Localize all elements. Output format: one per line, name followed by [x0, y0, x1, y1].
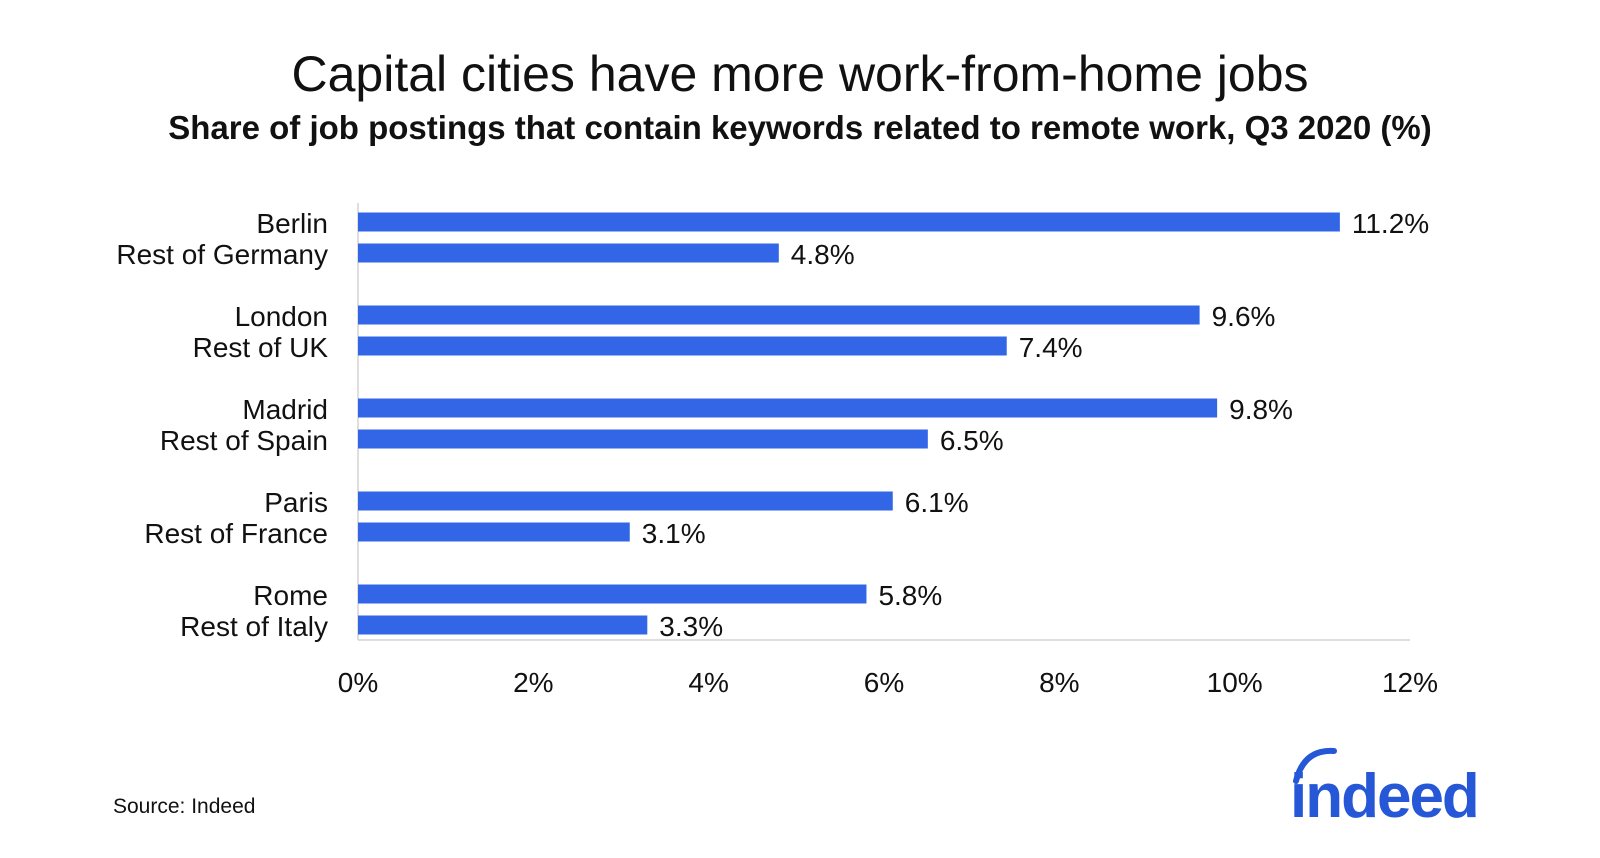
category-label: Rest of France — [144, 518, 328, 549]
x-tick-label: 6% — [864, 667, 904, 698]
bar — [358, 212, 1340, 232]
x-tick-label: 4% — [688, 667, 728, 698]
category-label: Rest of Germany — [116, 239, 328, 270]
bar — [358, 429, 928, 449]
bar — [358, 522, 630, 542]
category-label: Rest of Italy — [180, 611, 328, 642]
x-tick-label: 8% — [1039, 667, 1079, 698]
x-tick-label: 0% — [338, 667, 378, 698]
category-label: Rest of UK — [193, 332, 329, 363]
bar — [358, 336, 1007, 356]
x-tick-label: 12% — [1382, 667, 1438, 698]
data-label: 6.5% — [940, 425, 1004, 456]
bar — [358, 305, 1200, 325]
x-tick-label: 10% — [1207, 667, 1263, 698]
category-label: Berlin — [256, 208, 328, 239]
data-label: 3.3% — [659, 611, 723, 642]
bar — [358, 615, 648, 635]
category-label: London — [235, 301, 328, 332]
category-label: Madrid — [242, 394, 328, 425]
category-label: Paris — [264, 487, 328, 518]
source-note: Source: Indeed — [113, 795, 256, 818]
data-label: 11.2% — [1352, 208, 1429, 239]
chart-title: Capital cities have more work-from-home … — [291, 46, 1309, 102]
category-label: Rome — [253, 580, 328, 611]
data-label: 3.1% — [642, 518, 706, 549]
x-tick-label: 2% — [513, 667, 553, 698]
data-label: 4.8% — [791, 239, 855, 270]
bar — [358, 491, 893, 511]
data-label: 9.8% — [1229, 394, 1293, 425]
data-label: 5.8% — [878, 580, 942, 611]
bar — [358, 584, 867, 604]
logo-text: indeed — [1290, 762, 1478, 825]
data-label: 7.4% — [1019, 332, 1083, 363]
category-label: Rest of Spain — [160, 425, 328, 456]
chart-subtitle: Share of job postings that contain keywo… — [168, 109, 1432, 146]
bar — [358, 243, 779, 263]
data-label: 6.1% — [905, 487, 969, 518]
indeed-logo: indeed — [1290, 745, 1530, 831]
logo-arc — [1293, 747, 1337, 784]
data-label: 9.6% — [1212, 301, 1276, 332]
bar — [358, 398, 1218, 418]
